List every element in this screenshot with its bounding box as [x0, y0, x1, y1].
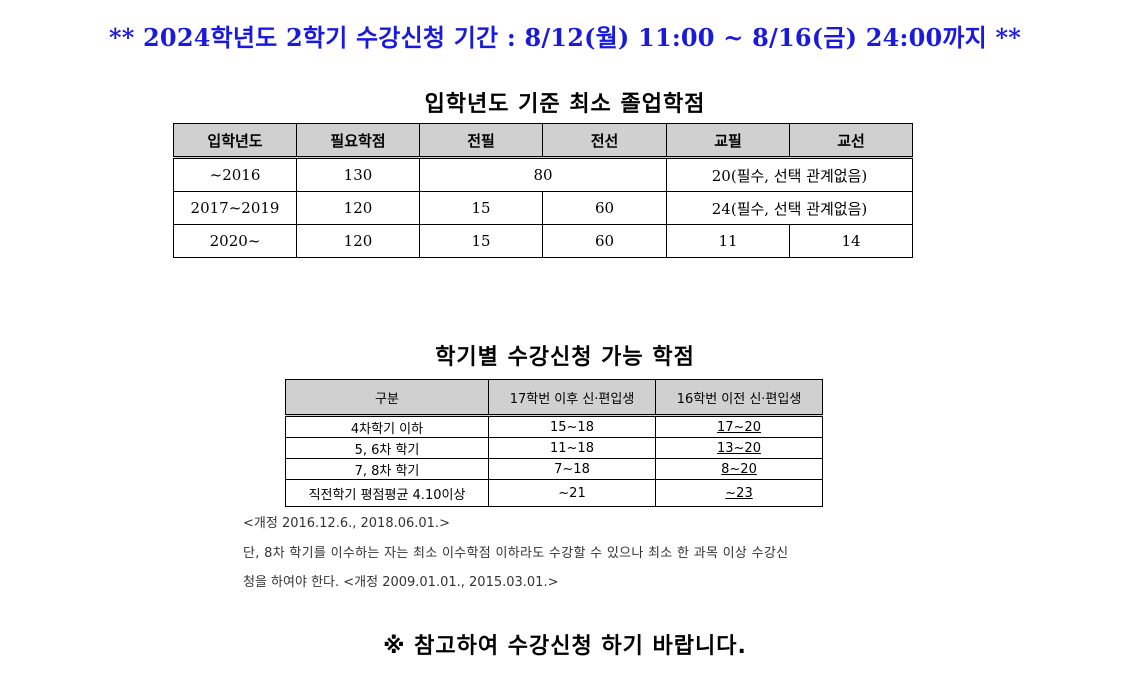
- cell-after-2017: 11~18: [488, 437, 656, 459]
- table-row: 2017~2019 120 15 60 24(필수, 선택 관계없음): [173, 191, 913, 225]
- header-category: 구분: [285, 379, 489, 417]
- cell-before-2016-value: ~23: [725, 485, 753, 501]
- amendment-note: <개정 2016.12.6., 2018.06.01.>: [243, 516, 450, 531]
- table-row: 5, 6차 학기 11~18 13~20: [285, 437, 823, 459]
- semester-credits-title: 학기별 수강신청 가능 학점: [435, 345, 695, 370]
- cell-major-required: 15: [419, 191, 543, 225]
- cell-major-elective: 60: [542, 191, 667, 225]
- cell-required: 120: [296, 191, 420, 225]
- cell-liberal-elective: 14: [789, 224, 913, 258]
- closing-message: ※ 참고하여 수강신청 하기 바랍니다.: [383, 634, 747, 659]
- registration-period-banner: ** 2024학년도 2학기 수강신청 기간 : 8/12(월) 11:00 ~…: [108, 23, 1022, 52]
- cell-major-elective: 60: [542, 224, 667, 258]
- cell-year: 2020~: [173, 224, 297, 258]
- header-major-elective: 전선: [542, 123, 667, 159]
- cell-after-2017: 7~18: [488, 458, 656, 480]
- cell-before-2016: 8~20: [655, 458, 823, 480]
- cell-before-2016-value: 13~20: [717, 440, 761, 456]
- header-before-2016: 16학번 이전 신·편입생: [655, 379, 823, 417]
- table-header-row: 구분 17학번 이후 신·편입생 16학번 이전 신·편입생: [285, 379, 823, 417]
- cell-before-2016-value: 17~20: [717, 419, 761, 435]
- header-liberal-elective: 교선: [789, 123, 913, 159]
- cell-after-2017: 15~18: [488, 415, 656, 438]
- table-row: ~2016 130 80 20(필수, 선택 관계없음): [173, 157, 913, 192]
- cell-year: 2017~2019: [173, 191, 297, 225]
- cell-category: 직전학기 평점평균 4.10이상: [285, 479, 489, 507]
- cell-required: 130: [296, 157, 420, 192]
- table-header-row: 입학년도 필요학점 전필 전선 교필 교선: [173, 123, 913, 159]
- cell-major-required: 15: [419, 224, 543, 258]
- cell-liberal-required: 11: [666, 224, 790, 258]
- graduation-credits-table: 입학년도 필요학점 전필 전선 교필 교선 ~2016 130 80 20(필수…: [173, 123, 913, 258]
- cell-before-2016: ~23: [655, 479, 823, 507]
- table-row: 2020~ 120 15 60 11 14: [173, 224, 913, 258]
- cell-category: 4차학기 이하: [285, 415, 489, 438]
- header-year: 입학년도: [173, 123, 297, 159]
- cell-category: 5, 6차 학기: [285, 437, 489, 459]
- exception-note-line2: 청을 하여야 한다. <개정 2009.01.01., 2015.03.01.>: [243, 575, 559, 590]
- header-required-credits: 필요학점: [296, 123, 420, 159]
- header-liberal-required: 교필: [666, 123, 790, 159]
- cell-liberal-combined: 24(필수, 선택 관계없음): [666, 191, 913, 225]
- semester-credits-table: 구분 17학번 이후 신·편입생 16학번 이전 신·편입생 4차학기 이하 1…: [285, 379, 823, 507]
- cell-before-2016-value: 8~20: [721, 461, 757, 477]
- cell-required: 120: [296, 224, 420, 258]
- cell-after-2017: ~21: [488, 479, 656, 507]
- graduation-credits-title: 입학년도 기준 최소 졸업학점: [424, 92, 706, 117]
- cell-major-combined: 80: [419, 157, 667, 192]
- table-row: 직전학기 평점평균 4.10이상 ~21 ~23: [285, 479, 823, 507]
- header-after-2017: 17학번 이후 신·편입생: [488, 379, 656, 417]
- cell-before-2016: 13~20: [655, 437, 823, 459]
- table-row: 4차학기 이하 15~18 17~20: [285, 415, 823, 438]
- table-row: 7, 8차 학기 7~18 8~20: [285, 458, 823, 480]
- header-major-required: 전필: [419, 123, 543, 159]
- cell-liberal-combined: 20(필수, 선택 관계없음): [666, 157, 913, 192]
- cell-category: 7, 8차 학기: [285, 458, 489, 480]
- exception-note-line1: 단, 8차 학기를 이수하는 자는 최소 이수학점 이하라도 수강할 수 있으나…: [243, 546, 789, 561]
- cell-year: ~2016: [173, 157, 297, 192]
- cell-before-2016: 17~20: [655, 415, 823, 438]
